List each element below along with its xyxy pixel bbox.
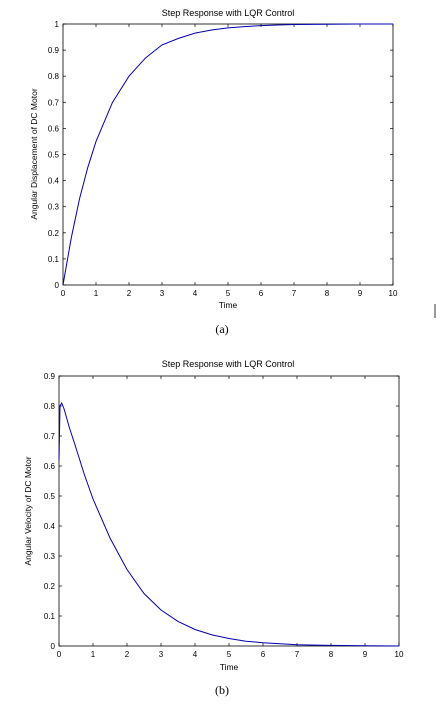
- x-tick-label: 1: [91, 650, 96, 659]
- chart-angular-velocity: Step Response with LQR Control 0 1 2 3 4 5 6 7 8…: [23, 359, 404, 697]
- figure-caption: (a): [215, 322, 228, 336]
- series-line: [62, 23, 393, 286]
- y-tick-label: 0: [55, 281, 60, 290]
- y-tick-label: 0.8: [48, 72, 60, 81]
- x-axis-label: Time: [220, 662, 239, 672]
- x-tick-label: 6: [261, 650, 266, 659]
- x-tick-label: 3: [160, 289, 165, 298]
- y-tick-label: 0.6: [48, 124, 60, 133]
- y-tick-label: 0.6: [44, 462, 56, 471]
- x-tick-label: 5: [227, 650, 232, 659]
- x-tick-label: 4: [193, 289, 198, 298]
- chart-title: Step Response with LQR Control: [162, 8, 295, 18]
- y-tick-label: 0.1: [44, 612, 56, 621]
- x-tick-label: 7: [292, 289, 297, 298]
- x-tick-label: 9: [363, 650, 368, 659]
- y-tick-label: 0.9: [44, 372, 56, 381]
- x-tick-label: 9: [358, 289, 363, 298]
- y-tick-label: 0.3: [48, 203, 60, 212]
- y-tick-label: 0.3: [44, 552, 56, 561]
- plot-frame: [62, 23, 394, 286]
- y-tick-label: 0.9: [48, 46, 60, 55]
- x-tick-label: 10: [395, 650, 404, 659]
- figure-caption: (b): [215, 683, 229, 697]
- x-tick-label: 6: [259, 289, 264, 298]
- x-tick-label: 10: [389, 289, 398, 298]
- y-tick-label: 0.4: [44, 522, 56, 531]
- x-tick-label: 0: [61, 289, 66, 298]
- plot-frame: [58, 375, 400, 647]
- y-tick-label: 0.7: [44, 432, 56, 441]
- y-tick-label: 1: [55, 20, 60, 29]
- chart-angular-displacement: Step Response with LQR Control 0 1 2 3 4 5 6 7 8…: [29, 8, 398, 336]
- x-tick-label: 2: [125, 650, 130, 659]
- y-axis-label: Angular Velocity of DC Motor: [23, 456, 33, 565]
- y-tick-label: 0.1: [48, 255, 60, 264]
- y-tick-label: 0.4: [48, 177, 60, 186]
- y-tick-label: 0.5: [48, 151, 60, 160]
- series-line: [58, 401, 400, 647]
- x-tick-label: 7: [295, 650, 300, 659]
- x-tick-label: 4: [193, 650, 198, 659]
- x-axis-label: Time: [219, 300, 238, 310]
- x-tick-label: 5: [226, 289, 231, 298]
- y-tick-label: 0.7: [48, 98, 60, 107]
- x-tick-label: 8: [325, 289, 330, 298]
- y-tick-label: 0.5: [44, 492, 56, 501]
- y-tick-label: 0.2: [44, 582, 56, 591]
- x-tick-label: 2: [127, 289, 132, 298]
- x-tick-label: 8: [329, 650, 334, 659]
- x-tick-label: 3: [159, 650, 164, 659]
- x-tick-label: 1: [94, 289, 99, 298]
- y-tick-label: 0.2: [48, 229, 60, 238]
- y-axis-label: Angular Displacement of DC Motor: [29, 88, 39, 220]
- y-tick-label: 0.8: [44, 402, 56, 411]
- chart-title: Step Response with LQR Control: [162, 359, 295, 369]
- x-tick-label: 0: [57, 650, 62, 659]
- y-tick-label: 0: [51, 642, 56, 651]
